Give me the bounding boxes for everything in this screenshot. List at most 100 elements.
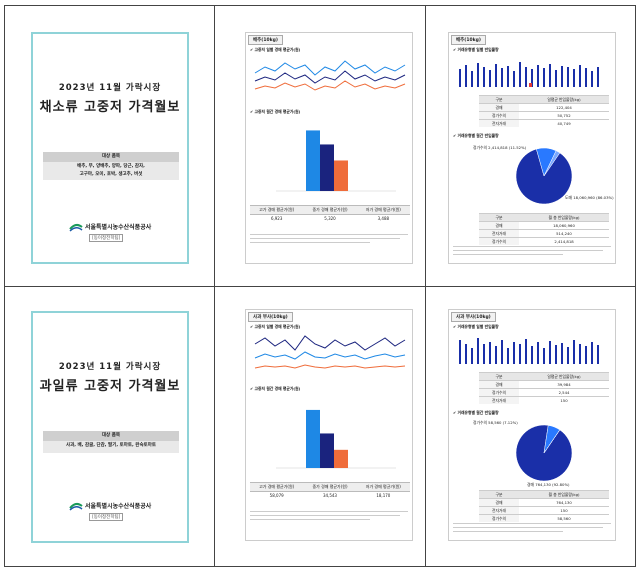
fruit-daily-volume-table: 구분 일평균 반입물량(kg) 경매 39,984 정가수의 2,544 전자거래 15… bbox=[479, 372, 609, 404]
fruit-daily-volume-section: 거래유형별 일별 반입물량 bbox=[453, 324, 499, 330]
vv-t1-r3-label: 전자거래 bbox=[479, 119, 519, 127]
fruit-val-mid: 34,543 bbox=[303, 491, 357, 499]
fv-t1-col2: 일평균 반입물량(kg) bbox=[519, 372, 609, 381]
veg-mid-line bbox=[254, 70, 406, 84]
vv-t1-r1-label: 경매 bbox=[479, 103, 519, 112]
veg-daily-line-chart bbox=[254, 60, 406, 91]
fv-t2-col2: 월 총 반입물량(kg) bbox=[519, 490, 609, 499]
veg-items-line1: 배추, 무, 양배추, 양파, 당근, 감자, bbox=[77, 164, 145, 169]
fruit-volume-note bbox=[453, 523, 611, 532]
veg-price-cell: 배추(10kg) 고중저 일별 경매 평균가(원) 고중저 월간 경매 평균가(… bbox=[215, 6, 426, 287]
report-thumbnail-grid: 2023년 11월 가락시장 채소류 고중저 가격월보 대상 품목 배추, 무,… bbox=[4, 5, 636, 567]
fruit-items-box: 대상 품목 사과, 배, 감귤, 단감, 딸기, 토마토, 완숙토마토 bbox=[43, 431, 179, 453]
fruit-monthly-bar-0 bbox=[306, 409, 320, 468]
veg-col-low: 저가 경매 평균가(원) bbox=[356, 205, 410, 215]
veg-cover-title: 채소류 고중저 가격월보 bbox=[39, 100, 181, 115]
fruit-price-page: 사과 부사(10kg) 고중저 일별 경매 평균가(원) 고중저 월간 경매 평… bbox=[245, 309, 413, 541]
fruit-monthly-bar-2 bbox=[334, 449, 348, 468]
fruit-low-line bbox=[254, 364, 406, 369]
veg-val-high: 6,923 bbox=[250, 214, 304, 222]
vv-t2-r1-value: 18,060,960 bbox=[519, 221, 609, 230]
veg-daily-volume-table: 구분 일평균 반입물량(kg) 경매 122,404 정가수의 50,752 전자거래… bbox=[479, 95, 609, 127]
veg-low-line bbox=[254, 80, 406, 91]
vv-t1-r1-value: 122,404 bbox=[519, 103, 609, 112]
veg-pie-label2: 도매 18,060,960 (86.03%) bbox=[565, 195, 614, 200]
fruit-daily-line-chart bbox=[254, 335, 406, 369]
fv-t1-r1-value: 39,984 bbox=[519, 380, 609, 389]
vv-t2-col2: 월 총 반입물량(kg) bbox=[519, 213, 609, 222]
vv-t1-col2: 일평균 반입물량(kg) bbox=[519, 95, 609, 104]
fruit-cover-year: 2023년 11월 가락시장 bbox=[58, 362, 162, 372]
veg-daily-volume-section: 거래유형별 일별 반입물량 bbox=[453, 47, 499, 53]
fv-t1-r3-value: 150 bbox=[519, 396, 609, 404]
fruit-price-note bbox=[250, 511, 408, 520]
fruit-dept-name: [동이정전학팀] bbox=[89, 513, 124, 521]
veg-volume-note bbox=[453, 246, 611, 255]
veg-items-list: 배추, 무, 양배추, 양파, 당근, 감자, 고구마, 오이, 호박, 생고추… bbox=[43, 162, 179, 180]
fruit-col-high: 고가 경매 평균가(원) bbox=[250, 482, 304, 492]
veg-dept-name: [동이정전학팀] bbox=[89, 234, 124, 242]
fruit-items-header: 대상 품목 bbox=[43, 431, 179, 441]
vv-t2-col1: 구분 bbox=[479, 213, 519, 222]
fv-t2-r3-label: 정가수의 bbox=[479, 514, 519, 522]
fruit-volume-tab: 사과 부사(10kg) bbox=[451, 312, 496, 322]
vv-t2-r2-label: 전자거래 bbox=[479, 229, 519, 238]
fruit-volume-pie-chart bbox=[515, 424, 573, 482]
fruit-high-line bbox=[254, 335, 406, 351]
fruit-price-table: 고가 경매 평균가(원) 중가 경매 평균가(원) 저가 경매 평균가(원) 5… bbox=[250, 482, 410, 499]
fv-t2-r3-value: 58,560 bbox=[519, 514, 609, 522]
fv-t2-r2-value: 150 bbox=[519, 506, 609, 515]
vv-t1-col1: 구분 bbox=[479, 95, 519, 104]
fruit-daily-volume-chart bbox=[459, 338, 599, 364]
veg-org-name: 서울특별시농수산식품공사 bbox=[85, 224, 152, 231]
fv-t1-col1: 구분 bbox=[479, 372, 519, 381]
veg-items-header: 대상 품목 bbox=[43, 152, 179, 162]
fruit-pie-label1: 정가수의 58,560 (7.12%) bbox=[473, 420, 518, 425]
fruit-monthly-volume-section: 거래유형별 월간 반입물량 bbox=[453, 410, 499, 416]
vv-t2-r3-value: 2,414,818 bbox=[519, 237, 609, 245]
veg-val-low: 3,488 bbox=[356, 214, 410, 222]
fruit-val-high: 58,079 bbox=[250, 491, 304, 499]
fruit-cover-title: 과일류 고중저 가격월보 bbox=[39, 379, 181, 394]
fv-t1-r2-label: 정가수의 bbox=[479, 388, 519, 397]
veg-price-table: 고가 경매 평균가(원) 중가 경매 평균가(원) 저가 경매 평균가(원) 6… bbox=[250, 205, 410, 222]
fv-t1-r3-label: 전자거래 bbox=[479, 396, 519, 404]
org-logo-icon bbox=[69, 502, 83, 511]
fv-t2-r1-value: 764,130 bbox=[519, 498, 609, 507]
veg-monthly-bar-1 bbox=[320, 144, 334, 191]
fruit-cover-cell: 2023년 11월 가락시장 과일류 고중저 가격월보 대상 품목 사과, 배,… bbox=[5, 287, 215, 566]
veg-col-high: 고가 경매 평균가(원) bbox=[250, 205, 304, 215]
veg-daily-section: 고중저 일별 경매 평균가(원) bbox=[250, 47, 301, 53]
fruit-col-mid: 중가 경매 평균가(원) bbox=[303, 482, 357, 492]
veg-monthly-bar-2 bbox=[334, 160, 348, 191]
fruit-val-low: 18,170 bbox=[356, 491, 410, 499]
fruit-price-tab: 사과 부사(10kg) bbox=[248, 312, 293, 322]
fruit-daily-section: 고중저 일별 경매 평균가(원) bbox=[250, 324, 301, 330]
veg-price-note bbox=[250, 234, 408, 243]
fruit-mid-line bbox=[254, 351, 406, 360]
fruit-col-low: 저가 경매 평균가(원) bbox=[356, 482, 410, 492]
veg-cover-cell: 2023년 11월 가락시장 채소류 고중저 가격월보 대상 품목 배추, 무,… bbox=[5, 6, 215, 287]
veg-monthly-volume-table: 구분 월 총 반입물량(kg) 경매 18,060,960 전자거래 514,240 … bbox=[479, 213, 609, 245]
veg-monthly-bar-chart bbox=[276, 130, 396, 192]
vv-t1-r2-label: 정가수의 bbox=[479, 111, 519, 120]
vv-t2-r2-value: 514,240 bbox=[519, 229, 609, 238]
veg-price-page: 배추(10kg) 고중저 일별 경매 평균가(원) 고중저 월간 경매 평균가(… bbox=[245, 32, 413, 264]
org-logo-icon bbox=[69, 223, 83, 232]
veg-cover-page: 2023년 11월 가락시장 채소류 고중저 가격월보 대상 품목 배추, 무,… bbox=[31, 32, 189, 264]
veg-items-line2: 고구마, 오이, 호박, 생고추, 버섯 bbox=[79, 172, 143, 177]
fruit-monthly-bar-chart bbox=[276, 409, 396, 469]
veg-high-line bbox=[254, 60, 406, 76]
fruit-pie-slice-2 bbox=[543, 429, 561, 454]
veg-items-box: 대상 품목 배추, 무, 양배추, 양파, 당근, 감자, 고구마, 오이, 호… bbox=[43, 152, 179, 180]
veg-daily-volume-chart bbox=[459, 62, 599, 87]
fruit-pie-label2: 경매 764,130 (92.80%) bbox=[527, 482, 570, 487]
fv-t2-col1: 구분 bbox=[479, 490, 519, 499]
fv-t2-r1-label: 경매 bbox=[479, 498, 519, 507]
fv-t1-r1-label: 경매 bbox=[479, 380, 519, 389]
veg-col-mid: 중가 경매 평균가(원) bbox=[303, 205, 357, 215]
veg-pie-label1: 정가수의 2,414,818 (11.52%) bbox=[473, 145, 527, 150]
veg-pie-slice-2 bbox=[543, 150, 561, 177]
